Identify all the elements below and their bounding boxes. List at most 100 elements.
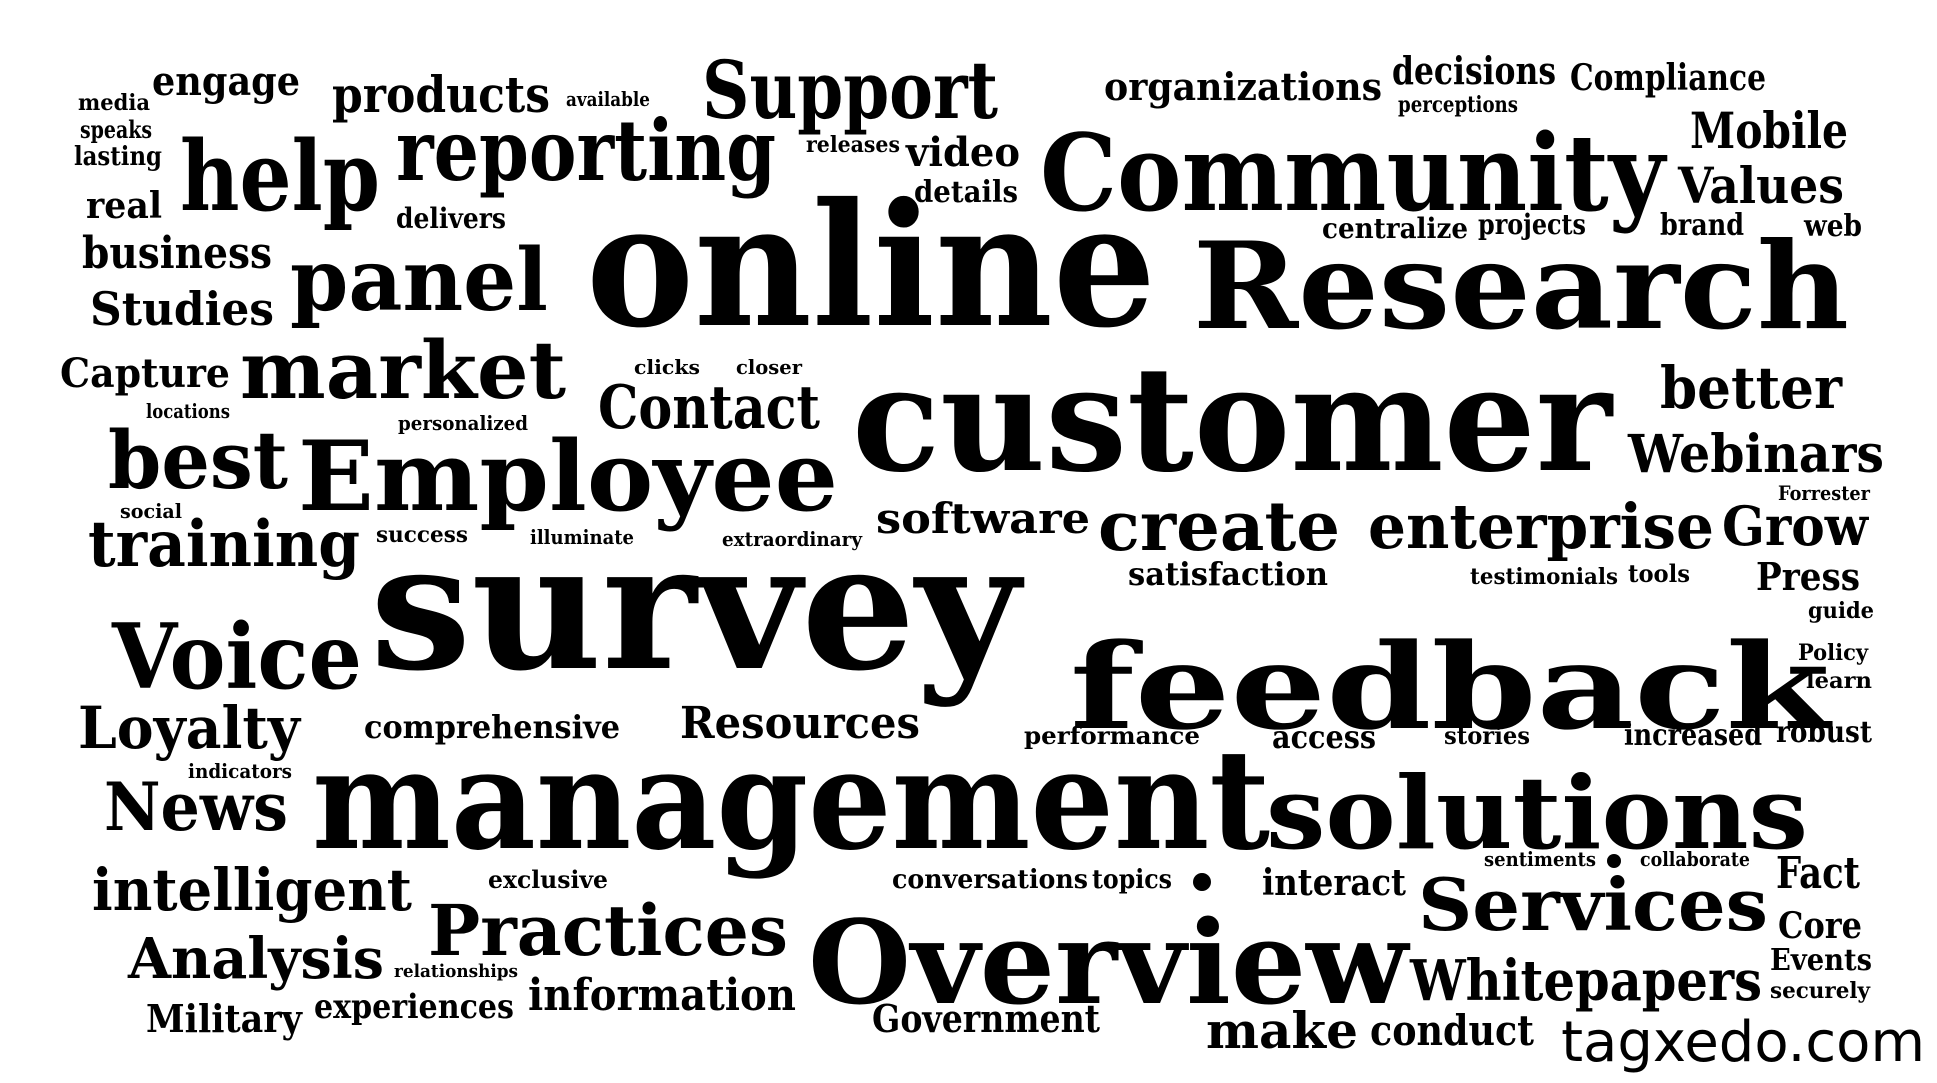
word-make: make xyxy=(1206,1001,1358,1060)
word-video: video xyxy=(905,129,1020,176)
word-whitepapers: Whitepapers xyxy=(1409,948,1762,1014)
word-practices: Practices xyxy=(428,889,788,972)
word-grow: Grow xyxy=(1722,494,1869,558)
word-market: market xyxy=(240,323,566,417)
word-real: real xyxy=(86,185,162,227)
word-increased: increased xyxy=(1624,718,1762,753)
tagxedo-watermark: tagxedo.com xyxy=(1561,1010,1925,1075)
word-testimonials: testimonials xyxy=(1470,564,1618,590)
word-releases: releases xyxy=(806,132,900,158)
word-closer: closer xyxy=(736,355,802,379)
word-panel: panel xyxy=(290,230,548,331)
word-delivers: delivers xyxy=(396,202,506,235)
word-learn: learn xyxy=(1806,668,1872,694)
word-social: social xyxy=(120,499,182,523)
word-support: Support xyxy=(702,43,998,137)
word-collaborate: collaborate xyxy=(1640,847,1750,871)
word-loyalty: Loyalty xyxy=(78,694,302,762)
word-employee: Employee xyxy=(298,420,838,533)
word-fact: Fact xyxy=(1776,848,1861,899)
word-topics: topics xyxy=(1092,865,1172,895)
word-help: help xyxy=(180,120,380,233)
word-locations: locations xyxy=(146,399,230,423)
word-policy: Policy xyxy=(1798,640,1869,666)
word-management: management xyxy=(312,718,1270,881)
word-overview: Overview xyxy=(808,896,1411,1031)
word-engage: engage xyxy=(152,58,300,105)
word-clicks: clicks xyxy=(634,355,700,379)
word-interact: interact xyxy=(1262,862,1406,904)
word-experiences: experiences xyxy=(314,987,514,1027)
word-contact: Contact xyxy=(598,373,820,443)
word-customer: customer xyxy=(852,335,1614,505)
word-enterprise: enterprise xyxy=(1368,490,1714,563)
word-values: Values xyxy=(1677,156,1844,215)
word-events: Events xyxy=(1770,943,1872,978)
word-solutions: solutions xyxy=(1266,754,1808,872)
word-available: available xyxy=(566,87,650,111)
word-performance: performance xyxy=(1024,721,1200,750)
word-online: online xyxy=(586,166,1156,366)
word-projects: projects xyxy=(1478,208,1586,241)
word-software: software xyxy=(876,494,1090,543)
word-brand: brand xyxy=(1660,208,1744,243)
word-speaks: speaks xyxy=(80,115,152,144)
word-illuminate: illuminate xyxy=(530,525,634,549)
word-robust: robust xyxy=(1776,715,1872,750)
word-stories: stories xyxy=(1444,721,1530,750)
word-organizations: organizations xyxy=(1104,64,1382,109)
word-indicators: indicators xyxy=(188,759,292,783)
word-core: Core xyxy=(1778,905,1862,947)
word-government: Government xyxy=(872,996,1100,1041)
word-resources: Resources xyxy=(680,698,920,749)
word-perceptions: perceptions xyxy=(1398,92,1518,118)
word-mobile: Mobile xyxy=(1690,101,1848,160)
word-sentiments: sentiments xyxy=(1484,847,1596,871)
word-satisfaction: satisfaction xyxy=(1128,555,1328,593)
word-better: better xyxy=(1660,354,1843,422)
word-guide: guide xyxy=(1808,598,1874,624)
word-conversations: conversations xyxy=(892,865,1088,895)
word-personalized: personalized xyxy=(398,411,528,435)
word-information: information xyxy=(528,970,796,1021)
word-lasting: lasting xyxy=(74,142,162,172)
word-details: details xyxy=(914,175,1018,210)
word-capture: Capture xyxy=(60,350,230,397)
word-studies: Studies xyxy=(90,282,274,336)
word-services: Services xyxy=(1418,862,1768,947)
word-forrester: Forrester xyxy=(1778,481,1870,505)
word-products: products xyxy=(332,65,550,124)
word-news: News xyxy=(104,768,288,846)
word-analysis: Analysis xyxy=(127,926,384,992)
word-press: Press xyxy=(1756,554,1860,599)
word-military: Military xyxy=(146,996,303,1041)
word-media: media xyxy=(78,90,150,116)
word-reporting: reporting xyxy=(396,101,776,200)
word-extraordinary: extraordinary xyxy=(722,527,863,551)
word-tools: tools xyxy=(1628,559,1690,588)
word-securely: securely xyxy=(1770,978,1871,1004)
word-conduct: conduct xyxy=(1370,1006,1535,1055)
word-exclusive: exclusive xyxy=(488,865,608,894)
word-intelligent: intelligent xyxy=(92,856,412,924)
word-create: create xyxy=(1098,487,1340,567)
word-relationships: relationships xyxy=(394,961,518,982)
word-webinars: Webinars xyxy=(1627,424,1884,485)
dot-decoration xyxy=(1193,873,1211,891)
dot-decoration xyxy=(1607,854,1621,868)
word-feedback: feedback xyxy=(1070,617,1833,756)
word-voice: Voice xyxy=(111,604,362,710)
word-decisions: decisions xyxy=(1392,48,1556,93)
word-training: training xyxy=(88,507,360,582)
word-success: success xyxy=(376,522,468,548)
word-best: best xyxy=(108,413,288,507)
word-business: business xyxy=(82,228,272,279)
word-access: access xyxy=(1272,718,1376,756)
word-comprehensive: comprehensive xyxy=(364,708,620,746)
word-compliance: Compliance xyxy=(1570,57,1766,99)
word-web: web xyxy=(1803,209,1862,244)
word-centralize: centralize xyxy=(1322,212,1468,245)
word-research: Research xyxy=(1193,216,1849,357)
